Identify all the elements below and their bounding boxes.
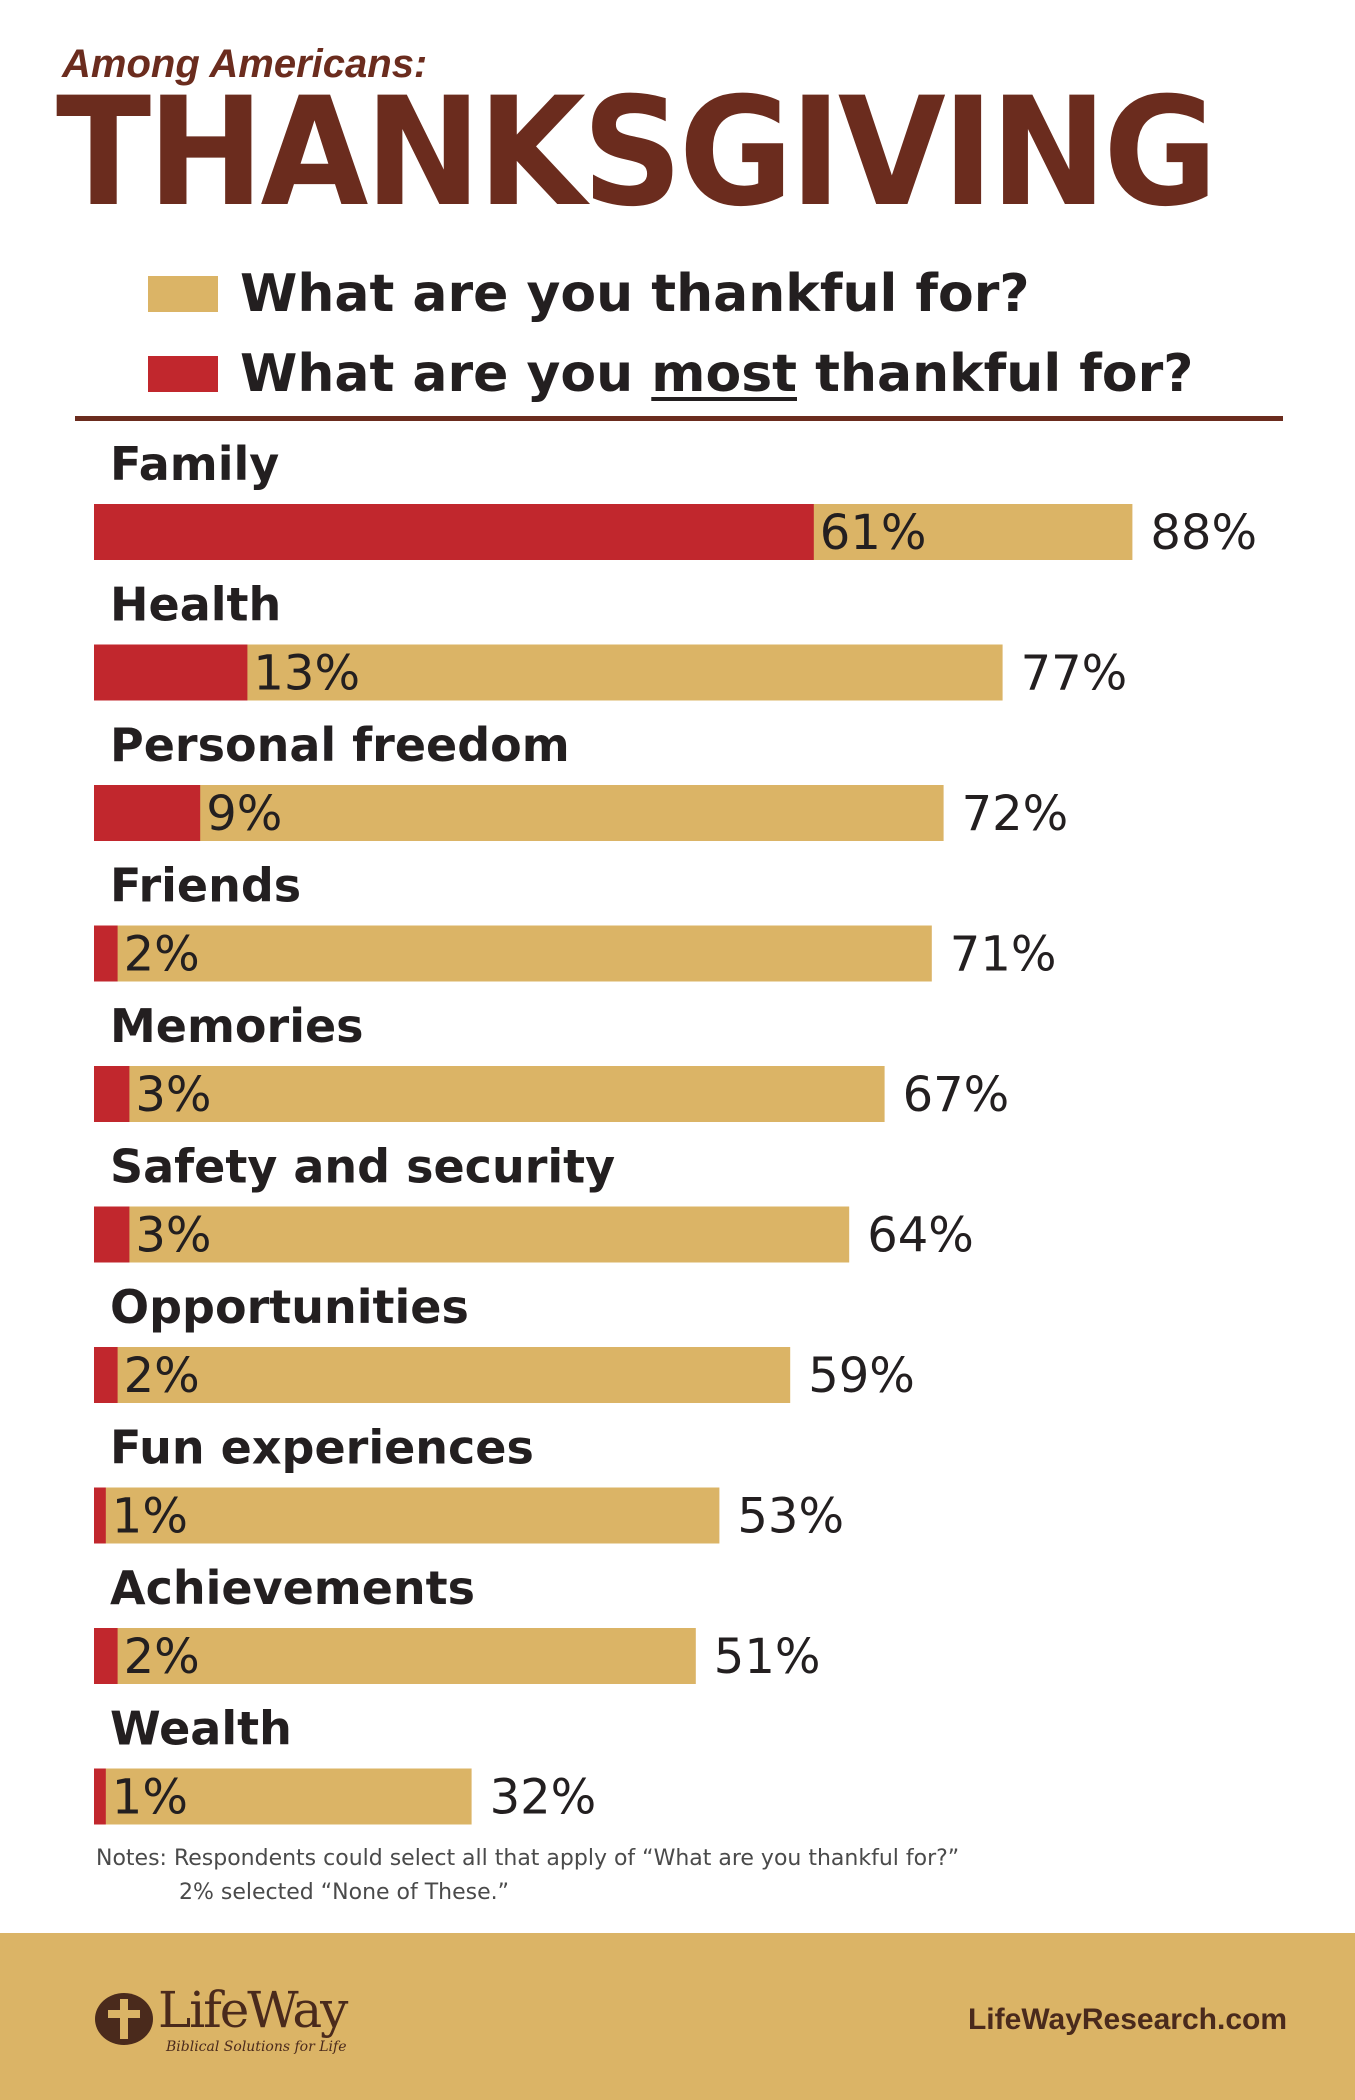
bar-thankful-achievements — [94, 1628, 696, 1684]
lifeway-logo-icon — [95, 1993, 153, 2045]
bar-thankful-fun-experiences — [94, 1487, 720, 1544]
data-label-most-thankful-personal-freedom: 9% — [206, 786, 282, 842]
category-label-family: Family — [110, 437, 279, 491]
bar-thankful-safety-and-security — [94, 1206, 850, 1263]
header-divider — [75, 416, 1283, 421]
legend-emphasis: most — [651, 344, 797, 404]
bar-most-thankful-family — [94, 504, 814, 560]
notes: Notes: Respondents could select all that… — [96, 1842, 959, 1910]
category-label-friends: Friends — [110, 859, 301, 913]
data-label-most-thankful-health: 13% — [253, 646, 360, 702]
website-link[interactable]: LifeWayResearch.com — [967, 2003, 1287, 2036]
bar-thankful-opportunities — [94, 1347, 791, 1403]
legend-swatch-most-thankful — [148, 356, 218, 392]
bar-most-thankful-health — [94, 644, 248, 701]
data-label-thankful-achievements: 51% — [714, 1629, 821, 1685]
bar-thankful-friends — [94, 925, 932, 982]
legend-label-thankful: What are you thankful for? — [240, 264, 1030, 324]
bar-most-thankful-safety-and-security — [94, 1206, 130, 1263]
data-label-thankful-family: 88% — [1150, 505, 1257, 561]
bar-thankful-memories — [94, 1066, 885, 1122]
data-label-most-thankful-achievements: 2% — [124, 1629, 200, 1685]
data-label-thankful-health: 77% — [1021, 646, 1128, 702]
notes-line-1: Notes: Respondents could select all that… — [96, 1846, 960, 1871]
bar-thankful-wealth — [94, 1768, 472, 1825]
data-label-most-thankful-family: 61% — [820, 505, 927, 561]
legend-label-most-thankful: What are you most thankful for? — [240, 344, 1194, 404]
data-label-thankful-personal-freedom: 72% — [962, 786, 1069, 842]
bar-most-thankful-opportunities — [94, 1347, 118, 1403]
category-label-fun-experiences: Fun experiences — [110, 1421, 534, 1475]
bar-thankful-personal-freedom — [94, 785, 944, 841]
page-title: THANKSGIVING — [56, 66, 1218, 240]
legend-swatch-thankful — [148, 276, 218, 312]
bar-most-thankful-wealth — [94, 1768, 106, 1825]
category-label-opportunities: Opportunities — [110, 1280, 469, 1334]
data-label-most-thankful-safety-and-security: 3% — [135, 1208, 211, 1264]
notes-line-2: 2% selected “None of These.” — [179, 1880, 510, 1905]
data-label-thankful-opportunities: 59% — [808, 1348, 915, 1404]
category-label-wealth: Wealth — [110, 1702, 292, 1756]
data-label-most-thankful-opportunities: 2% — [124, 1348, 200, 1404]
lifeway-logo: LifeWay Biblical Solutions for Life — [94, 1981, 348, 2055]
logo-tagline: Biblical Solutions for Life — [166, 2039, 347, 2055]
legend-item-thankful: What are you thankful for? — [148, 264, 1030, 324]
data-label-most-thankful-friends: 2% — [124, 927, 200, 983]
data-label-thankful-friends: 71% — [950, 927, 1057, 983]
bar-most-thankful-achievements — [94, 1628, 118, 1684]
data-label-thankful-safety-and-security: 64% — [867, 1208, 974, 1264]
category-label-personal-freedom: Personal freedom — [110, 718, 570, 772]
data-label-thankful-wealth: 32% — [490, 1770, 597, 1826]
logo-wordmark: LifeWay — [158, 1981, 348, 2039]
data-label-most-thankful-memories: 3% — [135, 1067, 211, 1123]
bar-most-thankful-personal-freedom — [94, 785, 201, 841]
kicker: Among Americans: — [62, 42, 428, 86]
data-label-most-thankful-wealth: 1% — [112, 1770, 188, 1826]
bar-chart: Family 61% 88% Health 13% 77% Personal freedom… — [94, 437, 1257, 1826]
bar-most-thankful-friends — [94, 925, 118, 982]
category-label-health: Health — [110, 578, 281, 632]
data-label-thankful-memories: 67% — [903, 1067, 1010, 1123]
bar-most-thankful-memories — [94, 1066, 130, 1122]
category-label-achievements: Achievements — [110, 1561, 475, 1615]
legend-item-most-thankful: What are you most thankful for? — [148, 344, 1193, 404]
category-label-memories: Memories — [110, 999, 364, 1053]
footer: LifeWay Biblical Solutions for Life Life… — [0, 1933, 1355, 2100]
data-label-thankful-fun-experiences: 53% — [737, 1489, 844, 1545]
data-label-most-thankful-fun-experiences: 1% — [112, 1489, 188, 1545]
category-label-safety-and-security: Safety and security — [110, 1140, 615, 1194]
bar-most-thankful-fun-experiences — [94, 1487, 106, 1544]
